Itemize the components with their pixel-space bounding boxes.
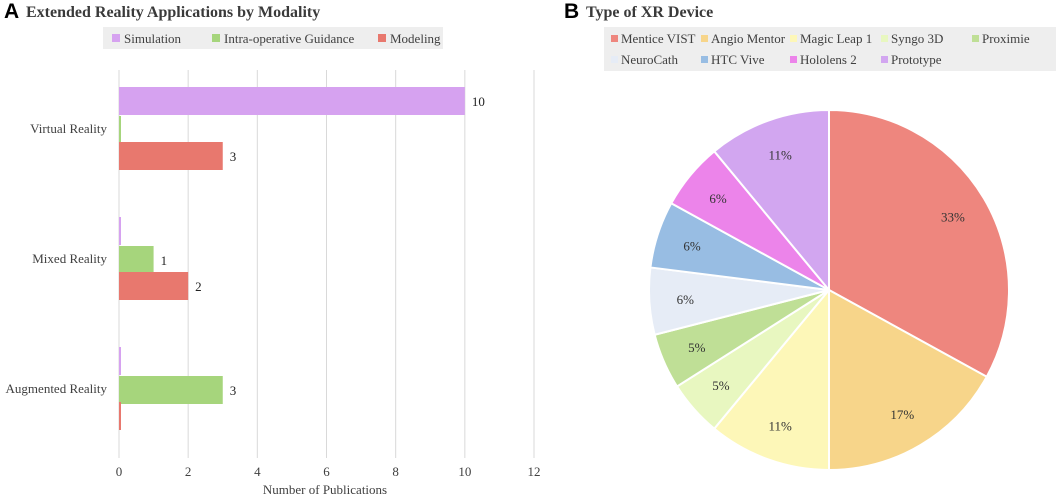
legend-swatch — [790, 56, 797, 63]
legend-label: HTC Vive — [711, 52, 765, 67]
bar-modeling — [119, 272, 189, 300]
bar-simulation — [119, 347, 121, 375]
legend-label: Angio Mentor — [711, 31, 786, 46]
pie-labels: 33% 17% 11% 5% 5% 6% 6% 6% 11% — [677, 148, 965, 434]
bar-modeling — [119, 402, 121, 430]
pie-percent-label: 5% — [712, 378, 730, 393]
legend-swatch — [881, 35, 888, 42]
pie-percent-label: 11% — [769, 418, 793, 433]
legend-swatch — [378, 34, 386, 42]
legend-label: Intra-operative Guidance — [224, 31, 355, 46]
x-tick-label: 12 — [528, 464, 541, 479]
category-labels: Virtual Reality Mixed Reality Augmented Re… — [6, 121, 108, 396]
bar-intra-operative-guidance — [119, 246, 154, 274]
bar-data-label: 1 — [161, 253, 168, 268]
legend-label: Simulation — [124, 31, 182, 46]
pie — [648, 108, 1010, 472]
x-tick-label: 0 — [116, 464, 123, 479]
legend-swatch — [611, 35, 618, 42]
legend-swatch — [112, 34, 120, 42]
pie-percent-label: 33% — [941, 210, 965, 225]
x-axis-title: Number of Publications — [263, 482, 387, 497]
pie-slice-mentice-vist — [828, 108, 1010, 379]
legend-label: Prototype — [891, 52, 942, 67]
legend-label: Syngo 3D — [891, 31, 943, 46]
pie-percent-label: 6% — [683, 239, 701, 254]
panel-a-letter: A — [4, 0, 19, 23]
bar-modeling — [119, 142, 223, 170]
bars — [119, 87, 465, 430]
legend-swatch — [701, 56, 708, 63]
legend-label: Magic Leap 1 — [800, 31, 872, 46]
x-tick-label: 2 — [185, 464, 192, 479]
category-label: Virtual Reality — [30, 121, 107, 136]
x-tick-labels: 0 2 4 6 8 10 12 — [116, 464, 541, 479]
legend-swatch — [212, 34, 220, 42]
x-tick-label: 6 — [323, 464, 330, 479]
legend-swatch — [972, 35, 979, 42]
bar-intra-operative-guidance — [119, 116, 121, 144]
pie-slice-angio-mentor — [828, 288, 989, 472]
pie-percent-label: 11% — [769, 148, 793, 163]
panel-b-letter: B — [564, 0, 579, 23]
pie-percent-label: 17% — [890, 407, 914, 422]
legend-swatch — [790, 35, 797, 42]
bar-data-label: 3 — [230, 383, 237, 398]
pie-percent-label: 6% — [709, 191, 727, 206]
panel-a: A Extended Reality Applications by Modal… — [4, 0, 541, 497]
legend-swatch — [701, 35, 708, 42]
bar-intra-operative-guidance — [119, 376, 223, 404]
panel-b-title: Type of XR Device — [586, 4, 713, 21]
legend-label: NeuroCath — [621, 52, 679, 67]
legend-label: Proximie — [982, 31, 1030, 46]
pie-legend: Mentice VIST Angio Mentor Magic Leap 1 Syng… — [611, 31, 1030, 67]
x-tick-label: 10 — [458, 464, 471, 479]
legend-label: Hololens 2 — [800, 52, 857, 67]
legend-swatch — [881, 56, 888, 63]
bar-simulation — [119, 217, 121, 245]
bar-legend-box — [103, 27, 443, 49]
bar-data-label: 10 — [472, 94, 485, 109]
x-tick-label: 4 — [254, 464, 261, 479]
legend-label: Mentice VIST — [621, 31, 696, 46]
pie-slice-prototype — [712, 108, 830, 293]
bar-legend: Simulation Intra-operative Guidance Modeli… — [112, 31, 441, 46]
x-tick-label: 8 — [392, 464, 399, 479]
pie-legend-box — [604, 27, 1056, 71]
legend-label: Modeling — [390, 31, 441, 46]
pie-percent-label: 5% — [688, 340, 706, 355]
panel-b: B Type of XR Device Mentice VIST Angio Me… — [564, 0, 1056, 472]
pie-percent-label: 6% — [677, 292, 695, 307]
bar-data-label: 3 — [230, 149, 237, 164]
category-label: Mixed Reality — [32, 251, 107, 266]
bar-simulation — [119, 87, 465, 115]
panel-a-title: Extended Reality Applications by Modalit… — [26, 4, 320, 21]
bar-data-label: 2 — [195, 279, 202, 294]
category-label: Augmented Reality — [6, 381, 108, 396]
legend-swatch — [611, 56, 618, 63]
pie-slice-magic-leap-1 — [712, 287, 830, 472]
bar-data-labels: 10 3 1 2 3 — [161, 94, 485, 398]
